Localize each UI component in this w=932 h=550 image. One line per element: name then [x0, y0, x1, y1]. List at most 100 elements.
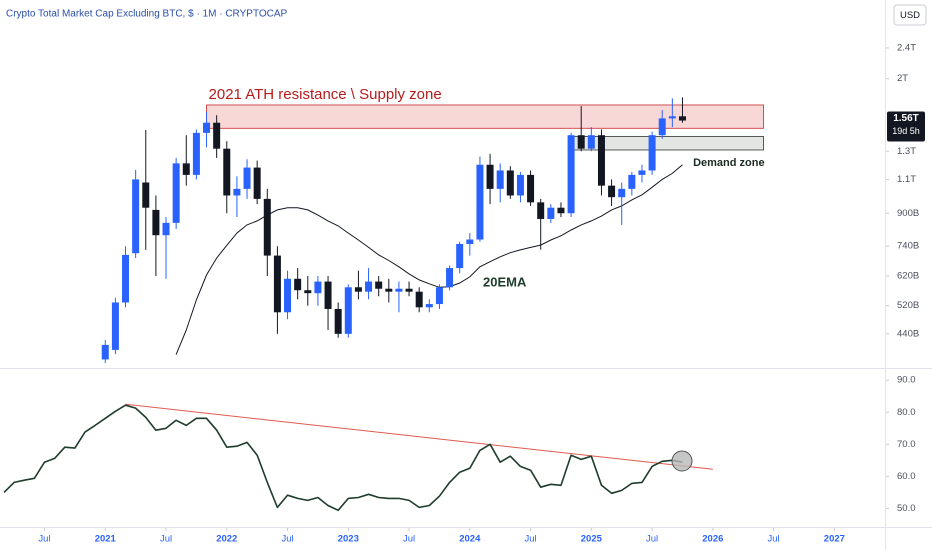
candle-body	[608, 185, 616, 198]
candle-body	[435, 287, 443, 305]
rsi-pane	[3, 403, 713, 512]
candle-body	[415, 291, 423, 308]
highlight-circle	[671, 450, 693, 472]
x-tick-label: Jul	[281, 534, 293, 545]
candle-body	[213, 122, 221, 149]
candle-body	[537, 202, 545, 219]
candle-body	[132, 179, 140, 254]
price-pane: 2021 ATH resistance \ Supply zone Demand …	[101, 86, 765, 364]
candle-body	[456, 243, 464, 269]
candle-body	[243, 167, 251, 189]
candle-body	[324, 281, 332, 309]
candle-body	[547, 207, 555, 219]
candle-body	[678, 116, 686, 121]
candle-body	[233, 188, 241, 196]
y-tick-label: 1.3T	[897, 146, 916, 157]
chart-title: Crypto Total Market Cap Excluding BTC, $…	[6, 9, 288, 20]
candle-body	[284, 278, 292, 313]
y-tick-label: 50.0	[897, 503, 916, 514]
ema-label: 20EMA	[483, 274, 527, 289]
candle-body	[476, 164, 484, 240]
currency-label[interactable]: USD	[900, 10, 920, 21]
candle-body	[486, 164, 494, 189]
x-tick-label: 2027	[824, 534, 845, 545]
y-tick-label: 1.1T	[897, 174, 916, 185]
candle-body	[527, 174, 535, 203]
candle-body	[618, 188, 626, 198]
x-tick-label: Jul	[646, 534, 658, 545]
candle-body	[273, 255, 281, 313]
y-tick-label: 2T	[897, 73, 908, 84]
candle-body	[122, 254, 130, 303]
y-tick-label: 440B	[897, 328, 919, 339]
last-price-box	[887, 111, 925, 142]
candle-body	[496, 170, 504, 189]
x-tick-label: 2026	[702, 534, 723, 545]
candle-body	[567, 135, 575, 214]
candle-body	[152, 209, 160, 236]
y-tick-label: 70.0	[897, 439, 916, 450]
y-tick-label: 90.0	[897, 375, 916, 386]
x-tick-label: Jul	[38, 534, 50, 545]
candle-body	[304, 290, 312, 294]
candle-body	[628, 174, 636, 189]
candle-body	[354, 287, 362, 292]
candle-body	[405, 288, 413, 292]
candle-body	[294, 278, 302, 291]
countdown-label: 19d 5h	[892, 126, 920, 136]
currency-button[interactable]	[893, 4, 927, 26]
candle-body	[344, 287, 352, 334]
candle-body	[597, 135, 605, 186]
trendline	[125, 403, 713, 470]
candle-body	[365, 281, 373, 292]
y-tick-label: 80.0	[897, 407, 916, 418]
candle-body	[395, 288, 403, 292]
y-tick-label: 900B	[897, 208, 919, 219]
candle-body	[516, 174, 524, 196]
x-tick-label: Jul	[403, 534, 415, 545]
candle-body	[385, 288, 393, 292]
candle-body	[668, 116, 676, 119]
candle-body	[506, 170, 514, 196]
candle-body	[446, 268, 454, 288]
x-tick-label: 2021	[95, 534, 117, 545]
x-tick-label: 2025	[581, 534, 603, 545]
candle-body	[172, 163, 180, 223]
x-tick-label: Jul	[768, 534, 780, 545]
rsi-line	[3, 404, 683, 512]
candle-body	[587, 135, 595, 149]
candle-body	[192, 132, 200, 175]
candle-body	[648, 135, 656, 171]
axes: 2.4T 2T 1.3T 1.1T 900B 740B 620B 520B 440B 90.0 80…	[38, 42, 925, 545]
y-tick-label: 520B	[897, 300, 919, 311]
candle-body	[334, 308, 342, 334]
candle-body	[253, 167, 261, 199]
candle-body	[314, 281, 322, 294]
candle-body	[557, 207, 565, 214]
y-tick-label: 620B	[897, 271, 919, 282]
candle-body	[425, 304, 433, 308]
candle-body	[375, 281, 383, 289]
x-tick-label: 2023	[338, 534, 359, 545]
ema-line	[175, 164, 683, 355]
zone-label: Demand zone	[693, 157, 765, 169]
candle-body	[638, 170, 646, 175]
y-tick-label: 2.4T	[897, 42, 916, 53]
x-tick-label: 2022	[216, 534, 237, 545]
candle-body	[182, 163, 190, 175]
zone-label: 2021 ATH resistance \ Supply zone	[209, 86, 442, 103]
x-tick-label: Jul	[160, 534, 172, 545]
candle-body	[263, 198, 271, 256]
candle-body	[142, 182, 150, 208]
y-tick-label: 740B	[897, 241, 919, 252]
candle-body	[223, 148, 231, 196]
candle-body	[466, 239, 474, 244]
candle-body	[111, 302, 119, 350]
candle-body	[101, 344, 109, 360]
x-tick-label: Jul	[524, 534, 536, 545]
last-price-label: 1.56T	[893, 113, 919, 124]
